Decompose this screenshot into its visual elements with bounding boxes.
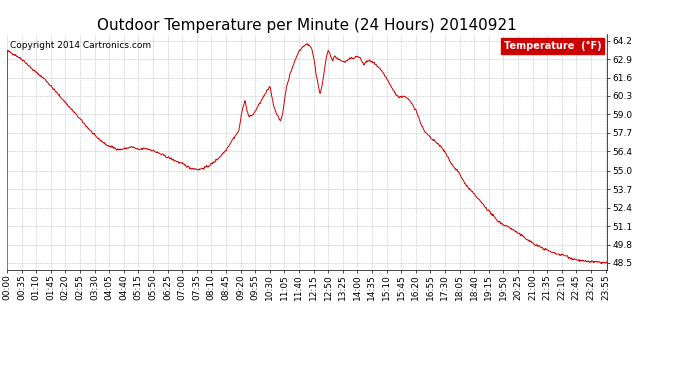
Text: Temperature  (°F): Temperature (°F) [504, 41, 601, 51]
Title: Outdoor Temperature per Minute (24 Hours) 20140921: Outdoor Temperature per Minute (24 Hours… [97, 18, 517, 33]
Text: Copyright 2014 Cartronics.com: Copyright 2014 Cartronics.com [10, 41, 151, 50]
